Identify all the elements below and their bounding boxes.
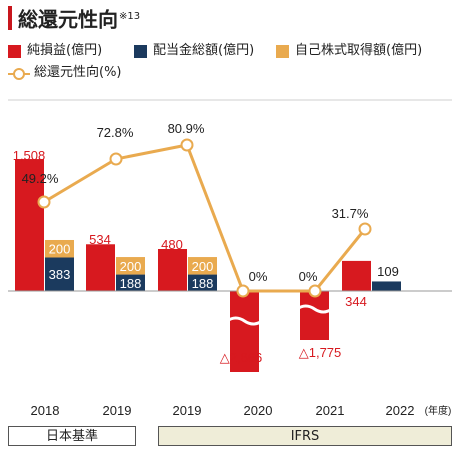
total-return-label: 0% [299,269,318,284]
bar-break-mark [226,316,263,326]
chart-title-note: ※13 [119,11,141,22]
basis-ifrs: IFRS [158,426,452,446]
bar-net-income [230,291,259,372]
buyback-label: 200 [192,259,214,274]
bar-net-income [300,291,329,340]
x-tick-label: 2018 [31,403,60,418]
bar-net-income [158,249,187,291]
basis-japan-gaap-label: 日本基準 [45,429,98,444]
basis-japan-gaap: 日本基準 [8,426,136,446]
legend-swatch-total-return [8,67,30,80]
total-return-point [37,195,51,209]
dividends-label: 383 [49,267,71,282]
legend-label-dividends: 配当金総額(億円) [153,43,255,58]
x-tick-label: 2020 [244,403,273,418]
total-return-point [358,222,372,236]
net-income-label: 480 [161,237,183,252]
total-return-point [236,284,250,298]
year-unit-label: (年度) [425,404,452,417]
dividends-label: 188 [120,276,142,291]
chart-title: 総還元性向※13 [18,4,140,33]
chart-title-text: 総還元性向 [18,7,118,32]
legend-swatch-dividends [134,44,147,58]
net-income-label: 1,508 [13,148,46,163]
legend-swatch-net-income [8,44,21,58]
total-return-label: 49.2% [22,171,59,186]
dividends-label: 109 [377,264,399,279]
total-return-label: 0% [249,269,268,284]
net-income-label: △1,775 [299,345,342,360]
x-tick-label: 2019 [103,403,132,418]
total-return-point [109,152,123,166]
bar-dividends [116,274,145,291]
bar-buyback [116,257,145,275]
total-return-label: 80.9% [168,121,205,136]
net-income-label: 534 [89,232,111,247]
bar-break-mark [296,304,333,314]
total-return-point [308,284,322,298]
bar-dividends [372,281,401,291]
legend-item-buyback: 自己株式取得額(億円) [276,43,422,59]
legend-label-total-return: 総還元性向(%) [34,65,122,80]
bar-net-income [86,244,115,291]
title-accent-bar [8,6,12,30]
bar-dividends [188,274,217,291]
total-return-point [180,138,194,152]
total-return-line [43,143,367,293]
legend-item-dividends: 配当金総額(億円) [134,43,254,59]
legend-item-total-return: 総還元性向(%) [8,65,122,81]
buyback-label: 200 [120,259,142,274]
bar-buyback [188,257,217,275]
basis-ifrs-label: IFRS [290,429,320,444]
total-return-label: 31.7% [332,206,369,221]
x-tick-label: 2022 [386,403,415,418]
total-return-label: 72.8% [97,125,134,140]
legend-item-net-income: 純損益(億円) [8,43,102,59]
x-tick-label: 2019 [173,403,202,418]
bar-net-income [15,159,44,291]
bar-net-income [342,260,371,291]
legend-swatch-buyback [276,44,289,58]
bar-buyback [45,239,74,258]
dividends-label: 188 [192,276,214,291]
legend-label-net-income: 純損益(億円) [27,43,103,58]
net-income-label: △2,866 [220,350,263,365]
net-income-label: 344 [345,294,367,309]
x-tick-label: 2021 [316,403,345,418]
legend-label-buyback: 自己株式取得額(億円) [295,43,423,58]
buyback-label: 200 [49,242,71,257]
bar-dividends [45,257,74,291]
